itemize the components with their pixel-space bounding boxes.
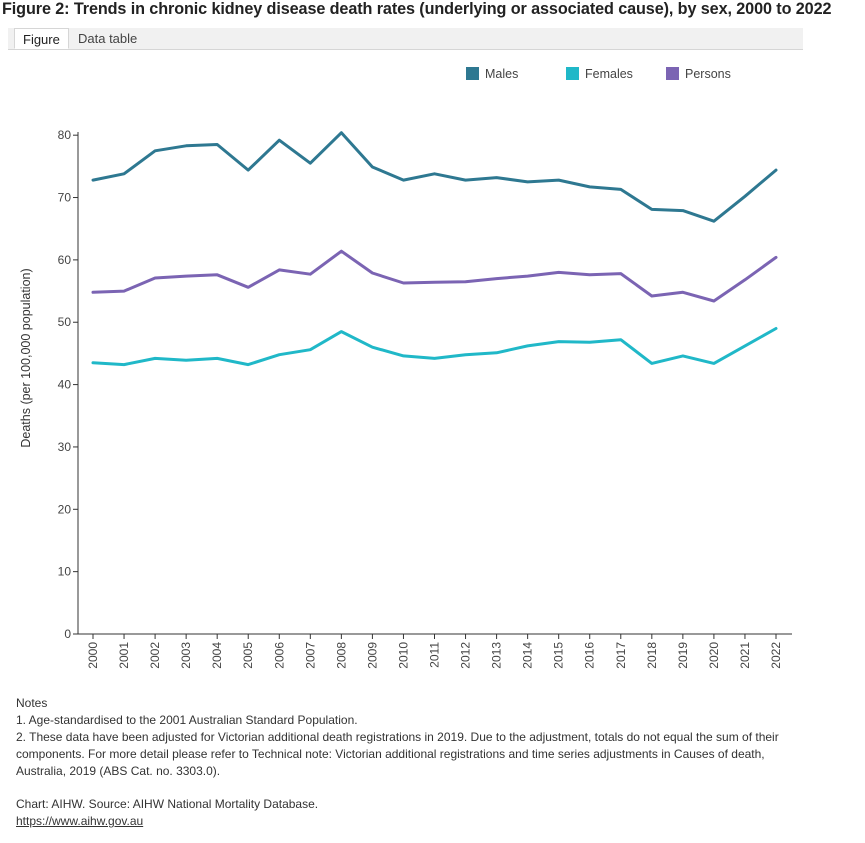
- source-text: Chart: AIHW. Source: AIHW National Morta…: [16, 797, 319, 811]
- x-tick-label: 2011: [428, 642, 442, 668]
- figure-title: Figure 2: Trends in chronic kidney disea…: [2, 0, 832, 18]
- legend-item-females[interactable]: Females: [566, 67, 633, 81]
- x-tick-label: 2000: [86, 642, 100, 669]
- legend-label: Persons: [685, 67, 731, 81]
- legend[interactable]: Males Females Persons: [466, 67, 731, 81]
- x-tick-label: 2002: [148, 642, 162, 669]
- y-tick-label: 80: [58, 128, 72, 142]
- y-tick-label: 40: [58, 378, 72, 392]
- x-tick-label: 2020: [707, 642, 721, 669]
- x-tick-label: 2006: [272, 642, 286, 669]
- tab-figure[interactable]: Figure: [14, 28, 69, 49]
- notes-section: Notes 1. Age-standardised to the 2001 Au…: [16, 695, 806, 780]
- source-section: Chart: AIHW. Source: AIHW National Morta…: [16, 796, 318, 830]
- x-tick-label: 2015: [552, 642, 566, 669]
- x-tick-label: 2010: [396, 642, 410, 669]
- series-line-males[interactable]: [91, 131, 778, 223]
- line-chart: Males Females Persons 0 10 20 30 40 50 60 70 80 200…: [19, 67, 792, 669]
- legend-swatch: [566, 67, 579, 80]
- legend-swatch: [666, 67, 679, 80]
- series-line-persons[interactable]: [91, 249, 778, 303]
- x-tick-label: 2022: [769, 642, 783, 669]
- x-tick-label: 2017: [614, 642, 628, 669]
- y-tick-label: 20: [58, 502, 72, 516]
- y-tick-label: 30: [58, 440, 72, 454]
- y-tick-label: 50: [58, 315, 72, 329]
- x-tick-label: 2009: [365, 642, 379, 669]
- aihw-link[interactable]: https://www.aihw.gov.au: [16, 814, 144, 828]
- series-line-females[interactable]: [91, 327, 778, 367]
- x-tick-label: 2005: [241, 642, 255, 669]
- tab-data-table[interactable]: Data table: [78, 31, 138, 46]
- x-tick-label: 2018: [645, 642, 659, 669]
- y-tick-label: 60: [58, 253, 72, 267]
- x-tick-label: 2014: [521, 642, 535, 669]
- legend-item-persons[interactable]: Persons: [666, 67, 731, 81]
- y-tick-label: 10: [58, 565, 72, 579]
- legend-swatch: [466, 67, 479, 80]
- y-tick-label: 0: [64, 627, 71, 641]
- x-tick-label: 2007: [303, 642, 317, 669]
- legend-label: Females: [585, 67, 633, 81]
- chart-series: [91, 131, 778, 367]
- legend-item-males[interactable]: Males: [466, 67, 518, 81]
- note-1: 1. Age-standardised to the 2001 Australi…: [16, 713, 358, 727]
- y-tick-label: 70: [58, 191, 72, 205]
- x-tick-label: 2003: [179, 642, 193, 669]
- chart-axes: 0 10 20 30 40 50 60 70 80 2000 2001 2002 2003 2004 200…: [58, 128, 792, 669]
- x-tick-label: 2013: [490, 642, 504, 669]
- x-tick-label: 2008: [334, 642, 348, 669]
- x-tick-label: 2021: [738, 642, 752, 669]
- x-tick-label: 2019: [676, 642, 690, 669]
- x-tick-label: 2001: [117, 642, 131, 669]
- legend-label: Males: [485, 67, 518, 81]
- tab-bar: Figure Data table: [8, 28, 803, 50]
- notes-heading: Notes: [16, 696, 48, 710]
- x-tick-label: 2004: [210, 642, 224, 669]
- x-tick-label: 2012: [459, 642, 473, 669]
- note-2: 2. These data have been adjusted for Vic…: [16, 730, 779, 778]
- x-tick-label: 2016: [583, 642, 597, 669]
- y-axis-label: Deaths (per 100,000 population): [19, 268, 33, 447]
